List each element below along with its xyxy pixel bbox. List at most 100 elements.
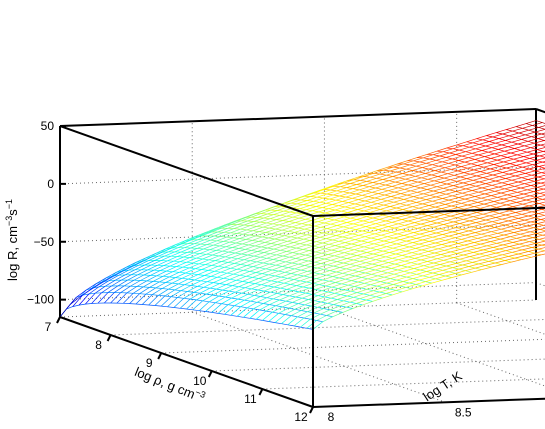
mesh-line-rho (272, 306, 283, 313)
mesh-line-rho (509, 243, 520, 247)
mesh-line-rho (269, 299, 280, 305)
mesh-line-rho (247, 251, 258, 256)
mesh-line-rho (505, 212, 516, 216)
mesh-line-rho (317, 264, 328, 269)
mesh-line-rho (372, 260, 383, 265)
mesh-line-rho (502, 216, 513, 220)
box-edge (59, 316, 314, 408)
mesh-line-rho (326, 190, 337, 195)
mesh-line-rho (541, 132, 545, 135)
mesh-line-rho (141, 264, 152, 271)
mesh-line-rho (323, 265, 334, 270)
mesh-line-rho (383, 247, 394, 252)
mesh-line-rho (263, 298, 274, 304)
mesh-line-rho (387, 269, 398, 274)
mesh-line-rho (264, 206, 275, 211)
mesh-line-rho (175, 272, 186, 278)
mesh-line-rho (284, 199, 295, 204)
mesh-line-rho (270, 287, 281, 293)
mesh-line-rho (455, 188, 466, 192)
surface-mesh (59, 120, 545, 330)
mesh-line-rho (263, 286, 275, 292)
mesh-line-rho (99, 278, 110, 285)
mesh-line-rho (131, 269, 142, 276)
mesh-line-rho (466, 212, 477, 216)
mesh-line-rho (301, 220, 312, 225)
mesh-line-rho (457, 204, 468, 208)
mesh-line-rho (437, 173, 448, 177)
mesh-line-rho (317, 254, 329, 259)
mesh-line-rho (426, 196, 437, 200)
mesh-line-rho (235, 287, 246, 293)
mesh-line-rho (463, 252, 474, 256)
mesh-line-rho (448, 197, 459, 201)
mesh-line-rho (185, 236, 196, 241)
mesh-line-rho (532, 198, 543, 203)
mesh-line-rho (412, 275, 423, 279)
mesh-line-rho (245, 235, 256, 240)
mesh-line-rho (489, 176, 500, 180)
mesh-line-rho (118, 269, 129, 276)
mesh-line-rho (225, 252, 236, 258)
mesh-line-rho (402, 170, 413, 174)
mesh-line-rho (278, 307, 289, 314)
mesh-line-rho (347, 209, 358, 213)
mesh-line-rho (449, 268, 460, 273)
mesh-line-rho (296, 281, 307, 286)
mesh-line-rho (415, 173, 426, 177)
mesh-line-T (486, 135, 545, 153)
mesh-line-rho (287, 316, 298, 326)
mesh-line-rho (190, 280, 202, 286)
mesh-line-rho (479, 178, 490, 183)
mesh-line-rho (470, 243, 481, 248)
mesh-line-rho (416, 162, 427, 167)
mesh-line-rho (365, 259, 377, 264)
mesh-line-rho (337, 284, 349, 289)
mesh-line-rho (520, 147, 531, 151)
y-tick-label: 8.5 (455, 405, 472, 419)
mesh-line-rho (180, 285, 192, 292)
mesh-line-rho (410, 269, 421, 274)
mesh-line-rho (185, 268, 196, 274)
mesh-line-rho (382, 257, 393, 262)
mesh-line-rho (208, 227, 219, 233)
mesh-line-rho (82, 287, 93, 296)
z-axis-label: log R, cm−3s−1 (4, 199, 20, 281)
mesh-line-rho (443, 148, 454, 153)
mesh-line-rho (200, 276, 211, 282)
x-tick-label: 11 (244, 392, 257, 406)
mesh-line-rho (338, 237, 349, 242)
mesh-line-rho (201, 265, 212, 270)
mesh-line-rho (508, 253, 519, 257)
mesh-line-rho (462, 226, 473, 230)
mesh-line-rho (426, 268, 437, 272)
mesh-line-rho (362, 227, 373, 232)
mesh-line-rho (354, 200, 365, 205)
mesh-line-rho (520, 195, 531, 199)
mesh-line-rho (250, 221, 261, 226)
mesh-line-rho (277, 206, 288, 211)
mesh-line-rho (345, 239, 356, 243)
mesh-line-rho (322, 204, 333, 208)
mesh-line-rho (475, 183, 486, 187)
mesh-line-rho (360, 176, 371, 181)
mesh-line-rho (244, 213, 255, 218)
mesh-line-rho (436, 147, 447, 152)
mesh-line-rho (490, 238, 501, 242)
mesh-line-rho (229, 274, 240, 280)
mesh-line-rho (474, 193, 485, 197)
mesh-line-rho (525, 131, 536, 136)
mesh-line-rho (204, 270, 215, 276)
mesh-line-rho (418, 168, 429, 173)
mesh-line-rho (271, 229, 283, 234)
mesh-line-rho (537, 185, 545, 188)
mesh-line-rho (356, 252, 368, 256)
mesh-line-rho (430, 218, 441, 222)
mesh-line-rho (146, 275, 157, 282)
mesh-line-rho (258, 274, 269, 279)
mesh-line-rho (345, 193, 356, 198)
mesh-line-rho (304, 192, 315, 197)
mesh-line-rho (214, 224, 226, 230)
mesh-line-rho (406, 202, 417, 206)
mesh-line-rho (521, 256, 532, 261)
